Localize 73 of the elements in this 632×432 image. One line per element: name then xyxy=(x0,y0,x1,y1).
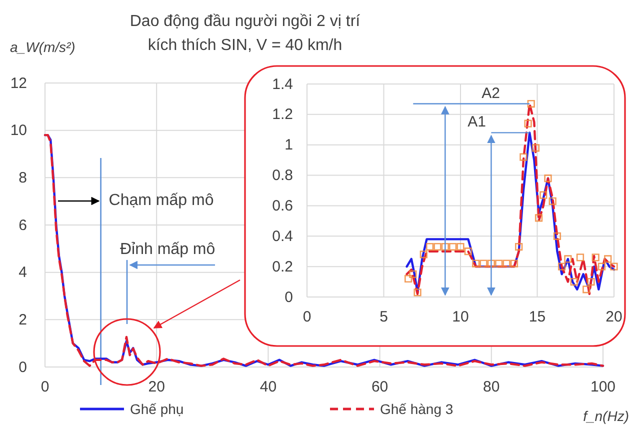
point xyxy=(548,197,556,205)
point xyxy=(553,232,562,240)
annotation: A2 xyxy=(482,84,500,102)
y-tick-label: 12 xyxy=(10,74,27,92)
y-tick-label: 0.4 xyxy=(272,228,293,245)
annotation: Đỉnh mấp mô xyxy=(120,241,216,258)
legend-label: Ghế hàng 3 xyxy=(380,401,454,417)
point xyxy=(420,250,428,258)
point xyxy=(515,242,523,251)
x-tick-label: 0 xyxy=(40,378,50,396)
point xyxy=(524,120,532,128)
point xyxy=(480,260,488,268)
y-tick-label: 1.2 xyxy=(272,106,293,124)
point xyxy=(472,260,480,268)
y-tick-label: 0 xyxy=(18,358,27,376)
point xyxy=(520,153,528,161)
ref-line-label: Chạm mấp mô xyxy=(108,192,214,209)
point xyxy=(426,242,434,251)
y-tick-label: 4 xyxy=(18,264,27,282)
point xyxy=(534,214,543,222)
y-axis-title: a_W(m/s²) xyxy=(10,39,76,55)
point xyxy=(564,255,572,263)
point xyxy=(604,255,612,263)
x-tick-label: 15 xyxy=(528,308,546,326)
point xyxy=(527,100,535,108)
point xyxy=(592,254,600,262)
chart-title: Dao động đầu người ngồi 2 vị trí xyxy=(130,13,361,30)
point xyxy=(495,260,503,268)
point xyxy=(441,242,449,251)
point xyxy=(544,174,552,182)
legend-label: Ghế phụ xyxy=(130,401,184,417)
y-tick-label: 0.8 xyxy=(272,167,293,184)
x-tick-label: 60 xyxy=(371,378,388,396)
point xyxy=(464,248,472,256)
y-tick-label: 0 xyxy=(284,288,293,306)
y-tick-label: 1 xyxy=(284,136,293,154)
x-tick-label: 40 xyxy=(260,378,277,396)
y-tick-label: 0.6 xyxy=(272,198,293,215)
line-series xyxy=(44,134,604,367)
point xyxy=(449,242,457,251)
point xyxy=(510,260,518,268)
point xyxy=(414,288,422,296)
annotation: A1 xyxy=(468,114,486,131)
point xyxy=(404,274,412,283)
point xyxy=(487,260,496,268)
y-tick-label: 1.4 xyxy=(272,76,293,93)
point xyxy=(610,262,618,270)
point xyxy=(540,191,548,199)
point xyxy=(502,260,510,268)
point xyxy=(456,242,464,251)
y-tick-label: 10 xyxy=(10,122,27,140)
point xyxy=(409,270,417,278)
x-tick-label: 5 xyxy=(380,308,388,326)
point xyxy=(532,144,540,152)
x-tick-label: 20 xyxy=(606,308,622,326)
x-axis-title: f_n(Hz) xyxy=(583,408,629,424)
y-tick-label: 2 xyxy=(18,311,27,328)
x-tick-label: 80 xyxy=(483,378,500,396)
y-tick-label: 0.2 xyxy=(272,258,293,276)
point xyxy=(582,286,590,294)
point xyxy=(434,242,442,251)
point xyxy=(570,278,578,286)
x-tick-label: 0 xyxy=(302,308,312,326)
x-tick-label: 100 xyxy=(590,378,616,396)
y-tick-label: 6 xyxy=(18,216,27,234)
chart-subtitle: kích thích SIN, V = 40 km/h xyxy=(148,37,342,54)
x-tick-label: 10 xyxy=(452,308,469,326)
x-tick-label: 20 xyxy=(148,378,165,396)
point xyxy=(587,278,595,286)
point xyxy=(576,254,584,262)
point xyxy=(598,262,606,270)
y-tick-label: 8 xyxy=(18,169,27,186)
point xyxy=(558,262,566,270)
